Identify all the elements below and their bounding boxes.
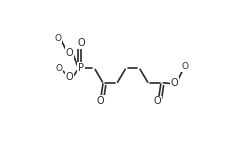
Text: O: O [55,64,62,73]
Text: O: O [65,71,73,82]
Text: O: O [65,48,73,58]
Text: O: O [77,38,85,49]
Text: O: O [171,78,178,88]
Text: O: O [54,34,62,43]
Text: O: O [181,62,188,71]
Text: P: P [78,63,84,73]
Text: O: O [96,95,104,106]
Text: O: O [154,96,162,106]
